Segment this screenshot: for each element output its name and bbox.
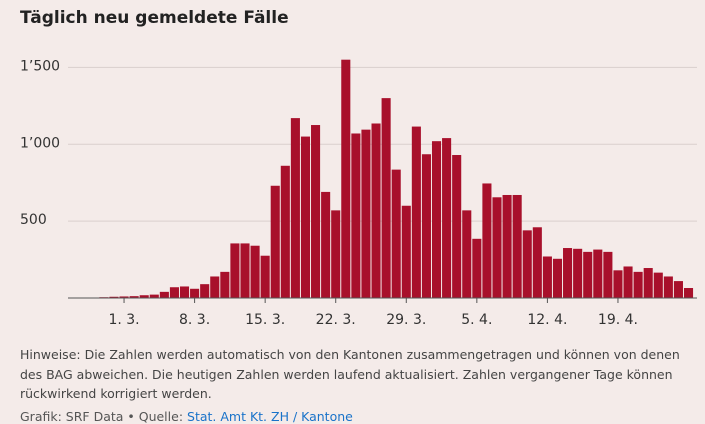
bar	[462, 210, 471, 298]
chart: Täglich neu gemeldete Fälle 500 1’000 1’50…	[0, 0, 705, 340]
bar	[634, 272, 643, 298]
bar	[674, 281, 683, 298]
bar	[422, 154, 431, 298]
bar	[311, 125, 320, 298]
bar	[644, 268, 653, 298]
bar	[210, 276, 219, 298]
bar	[533, 227, 542, 298]
bar	[472, 239, 481, 298]
bar	[664, 276, 673, 298]
bar	[160, 292, 169, 298]
source: Grafik: SRF Data • Quelle: Stat. Amt Kt.…	[20, 409, 353, 424]
bar	[200, 284, 209, 298]
x-tick-label: 8. 3.	[179, 312, 210, 328]
bar	[261, 256, 270, 298]
bar	[503, 195, 512, 298]
bar	[170, 287, 179, 298]
bar	[603, 252, 612, 298]
bar	[331, 210, 340, 298]
bar	[432, 141, 441, 298]
x-tick-label: 5. 4.	[461, 312, 492, 328]
bar	[402, 206, 411, 298]
bar	[180, 286, 189, 298]
bar	[543, 256, 552, 298]
bar	[412, 127, 421, 298]
x-tick-label: 19. 4.	[598, 312, 638, 328]
bar	[583, 252, 592, 298]
source-prefix: Grafik: SRF Data • Quelle:	[20, 409, 183, 424]
bar	[150, 295, 159, 298]
bar	[452, 155, 461, 298]
y-tick-label: 1’000	[20, 135, 60, 151]
x-tick-label: 22. 3.	[316, 312, 356, 328]
chart-title: Täglich neu gemeldete Fälle	[20, 8, 289, 28]
bar	[654, 273, 663, 298]
bar	[251, 246, 260, 298]
bar	[553, 259, 562, 298]
bar	[492, 197, 501, 298]
bar	[230, 243, 239, 298]
bar	[684, 288, 693, 298]
x-tick-label: 15. 3.	[245, 312, 285, 328]
source-link[interactable]: Stat. Amt Kt. ZH / Kantone	[187, 409, 353, 424]
bar	[351, 133, 360, 298]
bar	[513, 195, 522, 298]
x-tick-label: 29. 3.	[386, 312, 426, 328]
bar	[613, 270, 622, 298]
bar	[573, 249, 582, 298]
y-tick-label: 500	[20, 212, 47, 228]
bar	[321, 192, 330, 298]
bar	[523, 230, 532, 298]
bar	[372, 123, 381, 298]
bar	[361, 130, 370, 298]
x-tick-label: 1. 3.	[108, 312, 139, 328]
x-tick-label: 12. 4.	[527, 312, 567, 328]
bar	[220, 272, 229, 298]
bar	[291, 118, 300, 298]
bar	[392, 170, 401, 298]
bar	[190, 289, 199, 298]
bar	[382, 98, 391, 298]
y-tick-label: 1’500	[20, 58, 60, 74]
bar	[563, 248, 572, 298]
bar	[442, 138, 451, 298]
notes: Hinweise: Die Zahlen werden automatisch …	[20, 345, 690, 404]
bar	[271, 186, 280, 298]
bar	[341, 60, 350, 298]
bar	[482, 183, 491, 298]
bar	[301, 137, 310, 298]
bar	[593, 250, 602, 298]
bar	[240, 243, 249, 298]
bar	[281, 166, 290, 298]
bar	[624, 266, 633, 298]
